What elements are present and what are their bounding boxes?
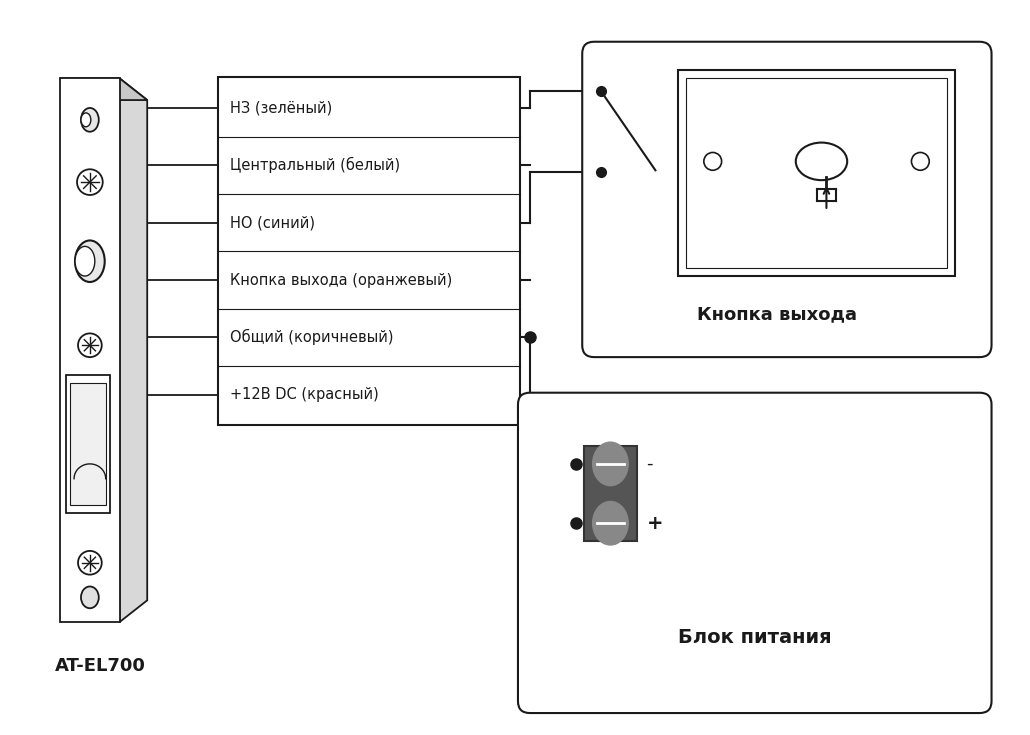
Text: НО (синий): НО (синий) [231, 215, 315, 230]
FancyBboxPatch shape [686, 79, 947, 268]
Ellipse shape [81, 587, 99, 609]
Text: +: + [647, 514, 663, 533]
FancyBboxPatch shape [70, 383, 106, 506]
FancyBboxPatch shape [60, 79, 119, 622]
FancyBboxPatch shape [584, 446, 637, 541]
Text: Кнопка выхода (оранжевый): Кнопка выхода (оранжевый) [231, 273, 452, 287]
Circle shape [78, 551, 102, 575]
Polygon shape [60, 79, 147, 100]
Ellipse shape [75, 246, 95, 276]
Text: -: - [647, 455, 653, 473]
Text: Кнопка выхода: Кнопка выхода [697, 306, 857, 323]
Circle shape [78, 334, 102, 357]
Ellipse shape [796, 143, 848, 180]
Polygon shape [119, 79, 147, 622]
Ellipse shape [592, 501, 628, 545]
Text: Общий (коричневый): Общий (коричневый) [231, 329, 393, 345]
Ellipse shape [81, 113, 91, 126]
FancyBboxPatch shape [518, 392, 992, 713]
FancyBboxPatch shape [582, 42, 992, 357]
Text: Центральный (белый): Центральный (белый) [231, 157, 401, 173]
Circle shape [77, 169, 103, 195]
Text: AT-EL700: AT-EL700 [56, 656, 146, 675]
FancyBboxPatch shape [678, 71, 955, 276]
FancyBboxPatch shape [218, 77, 520, 426]
FancyBboxPatch shape [66, 375, 109, 513]
Text: Блок питания: Блок питания [678, 628, 831, 647]
Text: НЗ (зелёный): НЗ (зелёный) [231, 101, 333, 115]
Ellipse shape [75, 240, 105, 282]
Ellipse shape [592, 442, 628, 486]
Ellipse shape [81, 108, 99, 132]
Text: +12В DC (красный): +12В DC (красный) [231, 387, 379, 402]
